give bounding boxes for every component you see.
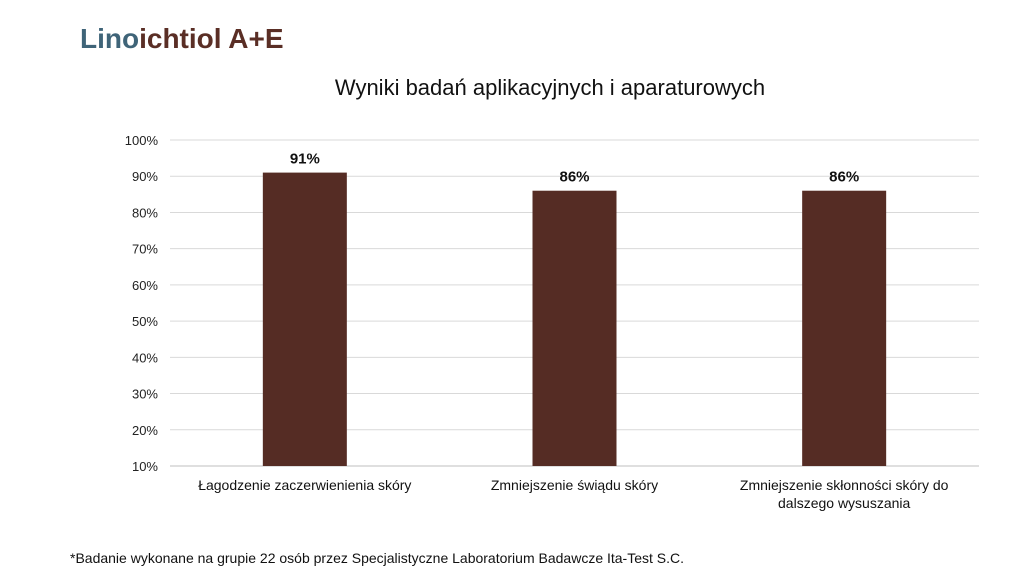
bar [262,172,347,466]
bar [532,190,617,466]
brand-title: Linoichtiol A+E [80,22,284,56]
x-category-label: Łagodzenie zaczerwienienia skóry [198,477,411,493]
y-tick-label: 10% [132,459,158,474]
y-tick-label: 100% [125,133,159,148]
y-tick-label: 30% [132,387,158,402]
x-category-label: dalszego wysuszania [778,495,911,511]
y-tick-label: 50% [132,314,158,329]
brand-title-part1: Lino [80,23,140,54]
y-tick-label: 80% [132,205,158,220]
y-tick-label: 70% [132,242,158,257]
data-label: 86% [829,169,859,186]
data-label: 86% [559,169,589,186]
brand-title-part2: ichtiol A+E [139,23,284,54]
y-tick-label: 20% [132,423,158,438]
y-tick-label: 40% [132,350,158,365]
chart-title: Wyniki badań aplikacyjnych i aparaturowy… [334,75,766,100]
bar [802,190,887,466]
y-tick-label: 90% [132,169,158,184]
x-category-label: Zmniejszenie świądu skóry [491,477,658,493]
y-tick-label: 60% [132,278,158,293]
bar-chart: 10% 20% 30% 40% 50% 60% 70% 80% 90% 100% 91% Łagodz… [125,133,979,511]
footnote: *Badanie wykonane na grupie 22 osób prze… [70,550,685,566]
x-category-label: Zmniejszenie skłonności skóry do [740,477,949,493]
data-label: 91% [290,151,320,168]
